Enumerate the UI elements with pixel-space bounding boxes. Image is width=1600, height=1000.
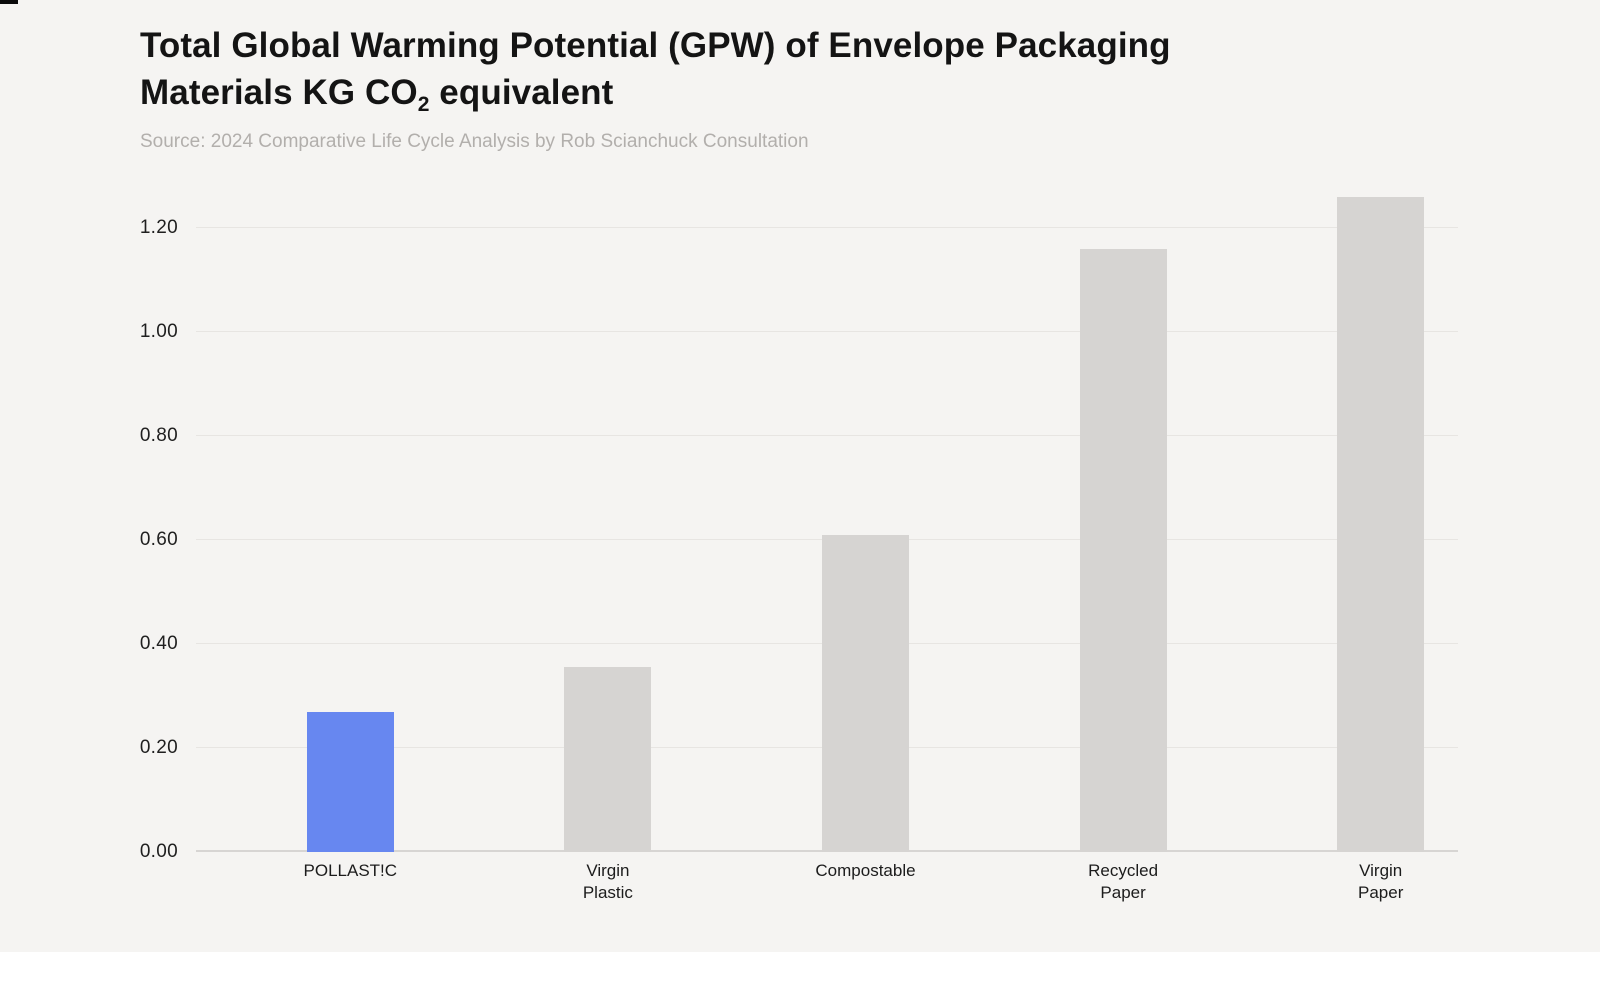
source-caption: Source: 2024 Comparative Life Cycle Anal… — [140, 131, 809, 152]
page-title: Total Global Warming Potential (GPW) of … — [140, 22, 1340, 116]
x-category-label: Compostable — [781, 860, 951, 882]
y-tick-label: 1.00 — [139, 321, 178, 342]
page-title-line2: Materials KG CO2 equivalent — [140, 73, 614, 116]
x-category-label-line: Recycled — [1088, 861, 1159, 880]
y-tick-label: 0.60 — [139, 529, 178, 550]
x-category-label: Virgin Paper — [1296, 860, 1466, 904]
gridline-y-1.20 — [196, 227, 1458, 228]
x-category-label: Virgin Plastic — [523, 860, 693, 904]
x-category-label: Recycled Paper — [1038, 860, 1208, 904]
x-category-label-line: Paper — [1358, 883, 1404, 902]
x-category-label-line: Virgin — [586, 861, 630, 880]
bar-pollast-c — [306, 711, 394, 852]
y-tick-label: 0.20 — [139, 737, 178, 758]
y-tick-label: 0.80 — [139, 425, 178, 446]
co2-subscript: 2 — [417, 93, 430, 116]
bar-recycled-paper — [1079, 248, 1167, 852]
x-category-label-line: Plastic — [582, 883, 633, 902]
gridline-y-1.00 — [196, 331, 1458, 332]
x-category-label: POLLAST!C — [265, 860, 435, 882]
plot-area: 0.00 0.20 0.40 0.60 0.80 1.00 1.20 POLLAST!C Vir… — [140, 180, 1458, 902]
y-tick-label: 1.20 — [139, 217, 178, 238]
bar-compostable — [822, 534, 909, 852]
bar-virgin-plastic — [564, 667, 652, 852]
page-title-line1: Total Global Warming Potential (GPW) of … — [140, 26, 1171, 65]
y-tick-label: 0.00 — [139, 841, 178, 862]
x-category-label-line: Virgin — [1359, 861, 1403, 880]
bar-virgin-paper — [1337, 196, 1425, 852]
corner-artifact — [0, 0, 18, 4]
x-category-label-line: POLLAST!C — [303, 861, 398, 880]
x-category-label-line: Paper — [1100, 883, 1146, 902]
x-category-label-line: Compostable — [815, 861, 916, 880]
y-tick-label: 0.40 — [139, 633, 178, 654]
gridline-y-0.80 — [196, 435, 1458, 436]
chart-canvas: Total Global Warming Potential (GPW) of … — [0, 0, 1600, 952]
